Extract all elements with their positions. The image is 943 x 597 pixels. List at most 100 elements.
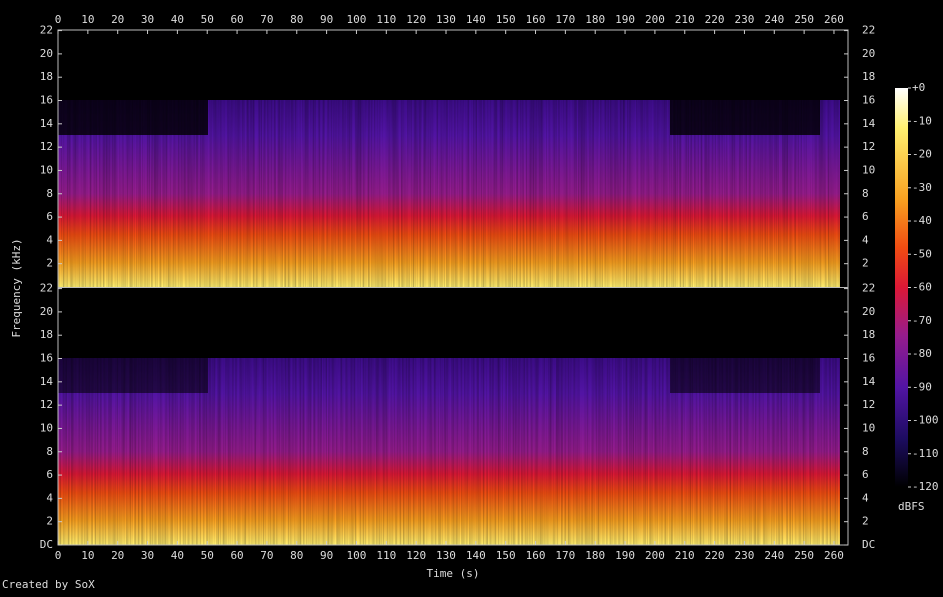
y-tick-label: 14 — [40, 117, 54, 130]
footer: Created by SoX — [2, 578, 95, 591]
y-tick-label: 22 — [40, 282, 53, 295]
x-tick-label: 30 — [141, 13, 154, 26]
x-tick-label: 70 — [260, 13, 273, 26]
x-tick-label: 50 — [201, 549, 214, 562]
y-tick-label: 6 — [46, 468, 53, 481]
y-tick-label: 8 — [46, 445, 53, 458]
y-tick-label: 16 — [40, 352, 53, 365]
x-tick-label: 220 — [705, 13, 725, 26]
y-tick-label: 16 — [40, 94, 53, 107]
x-axis-label: Time (s) — [427, 567, 480, 580]
y-tick-label: 10 — [862, 163, 875, 176]
x-tick-label: 260 — [824, 549, 844, 562]
x-tick-label: 180 — [585, 549, 605, 562]
y-tick-label: 22 — [862, 24, 875, 37]
y-tick-label: 20 — [862, 47, 875, 60]
colorbar-tick-label: -30 — [912, 181, 932, 194]
colorbar-tick-label: -70 — [912, 314, 932, 327]
channel-1 — [58, 30, 848, 287]
x-tick-label: 230 — [735, 13, 755, 26]
x-tick-label: 70 — [260, 549, 273, 562]
y-tick-label: 18 — [40, 70, 53, 83]
x-tick-label: 160 — [526, 549, 546, 562]
colorbar-tick-label: -20 — [912, 148, 932, 161]
colorbar-tick-label: -90 — [912, 380, 932, 393]
y-tick-label: 20 — [40, 305, 53, 318]
x-tick-label: 140 — [466, 549, 486, 562]
x-tick-label: 120 — [406, 549, 426, 562]
x-tick-label: 140 — [466, 13, 486, 26]
x-tick-label: 100 — [347, 13, 367, 26]
x-tick-label: 90 — [320, 549, 333, 562]
y-tick-label: 12 — [40, 140, 53, 153]
y-tick-label: 2 — [862, 515, 869, 528]
y-tick-label: 6 — [46, 210, 53, 223]
x-tick-label: 240 — [764, 13, 784, 26]
x-tick-label: 240 — [764, 549, 784, 562]
colorbar-tick-label: -40 — [912, 214, 932, 227]
y-tick-label: 2 — [46, 515, 53, 528]
y-tick-label: 8 — [862, 187, 869, 200]
texture — [58, 358, 840, 545]
y-tick-label: 4 — [862, 491, 869, 504]
x-tick-label: 210 — [675, 13, 695, 26]
x-tick-label: 80 — [290, 13, 303, 26]
y-tick-label: 6 — [862, 210, 869, 223]
y-tick-label: 2 — [862, 257, 869, 270]
y-tick-label: 22 — [862, 282, 875, 295]
colorbar-label: dBFS — [898, 500, 925, 513]
x-tick-label: 110 — [376, 13, 396, 26]
colorbar-tick-label: -50 — [912, 247, 932, 260]
x-tick-label: 90 — [320, 13, 333, 26]
y-tick-label: 14 — [862, 117, 876, 130]
x-tick-label: 210 — [675, 549, 695, 562]
y-tick-label: DC — [862, 538, 875, 551]
y-tick-label: 8 — [862, 445, 869, 458]
x-tick-label: 10 — [81, 13, 94, 26]
colorbar-tick-label: -10 — [912, 114, 932, 127]
x-tick-label: 100 — [347, 549, 367, 562]
x-tick-label: 190 — [615, 13, 635, 26]
x-tick-label: 200 — [645, 549, 665, 562]
colorbar-tick-label: -110 — [912, 447, 939, 460]
y-tick-label: 18 — [862, 70, 875, 83]
x-tick-label: 150 — [496, 13, 516, 26]
y-tick-label: 8 — [46, 187, 53, 200]
x-tick-label: 120 — [406, 13, 426, 26]
colorbar — [895, 88, 908, 487]
texture — [58, 100, 840, 287]
x-tick-label: 60 — [230, 549, 243, 562]
y-tick-label: 12 — [40, 398, 53, 411]
x-tick-label: 130 — [436, 13, 456, 26]
y-tick-label: 10 — [40, 163, 53, 176]
x-tick-label: 230 — [735, 549, 755, 562]
y-tick-label: 20 — [862, 305, 875, 318]
y-tick-label: 18 — [862, 328, 875, 341]
y-tick-label: 10 — [862, 421, 875, 434]
y-tick-label: 16 — [862, 94, 875, 107]
y-tick-label: 18 — [40, 328, 53, 341]
y-axis-label: Frequency (kHz) — [10, 238, 23, 337]
x-tick-label: 40 — [171, 549, 184, 562]
x-tick-label: 250 — [794, 13, 814, 26]
y-tick-label: 10 — [40, 421, 53, 434]
colorbar-tick-label: -100 — [912, 414, 939, 427]
x-tick-label: 190 — [615, 549, 635, 562]
x-tick-label: 150 — [496, 549, 516, 562]
x-tick-label: 160 — [526, 13, 546, 26]
y-tick-label: 14 — [862, 375, 876, 388]
x-tick-label: 170 — [555, 13, 575, 26]
y-tick-label: 20 — [40, 47, 53, 60]
colorbar-tick-label: -120 — [912, 480, 939, 493]
x-tick-label: 30 — [141, 549, 154, 562]
colorbar-tick-label: +0 — [912, 81, 925, 94]
x-tick-label: 110 — [376, 549, 396, 562]
y-tick-label: 12 — [862, 140, 875, 153]
x-tick-label: 200 — [645, 13, 665, 26]
y-tick-label: 22 — [40, 24, 53, 37]
y-tick-label: 14 — [40, 375, 54, 388]
colorbar-tick-label: -80 — [912, 347, 932, 360]
x-tick-label: 180 — [585, 13, 605, 26]
